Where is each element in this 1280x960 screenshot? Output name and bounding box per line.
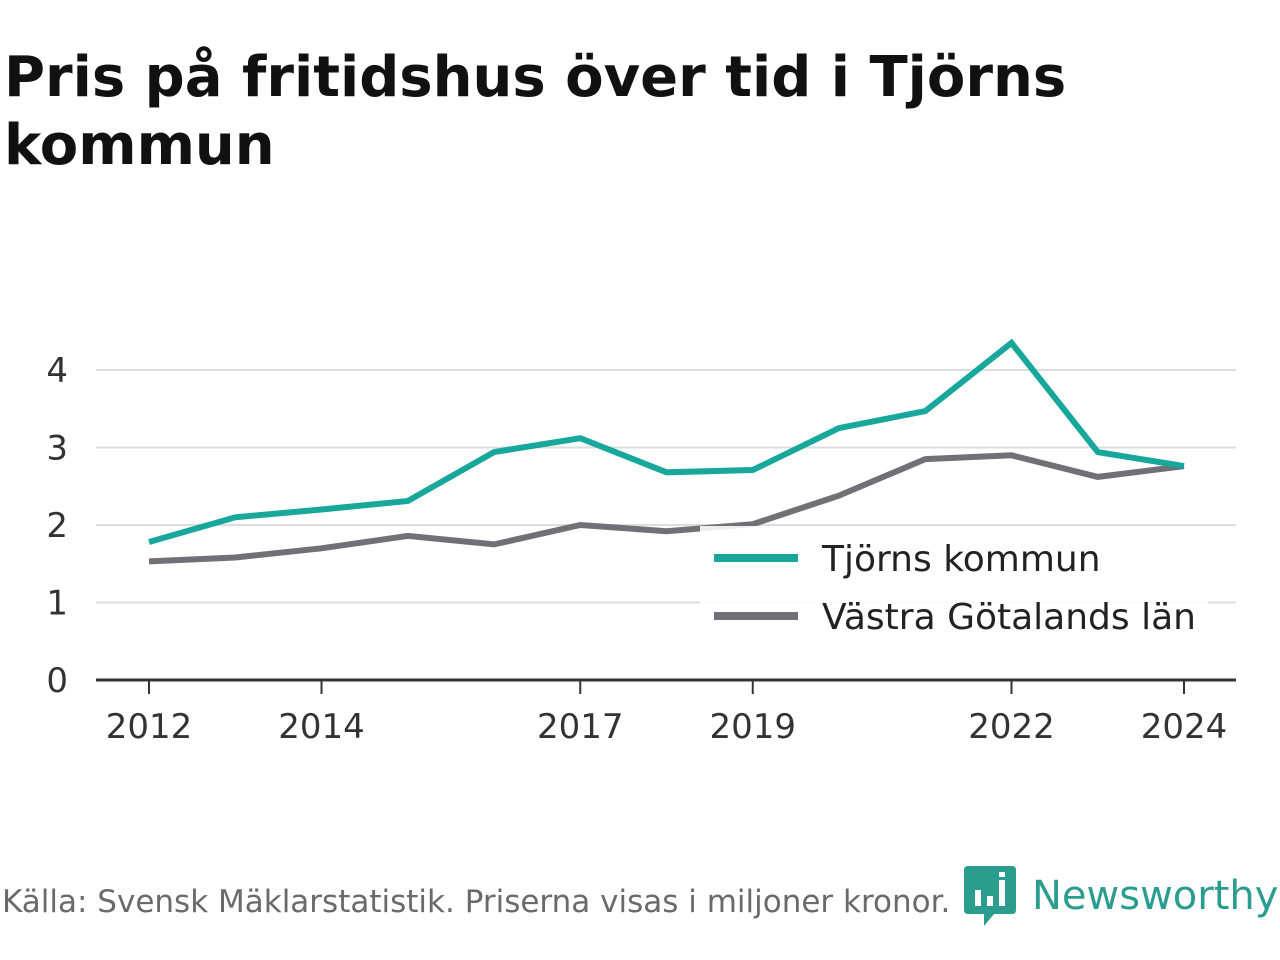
brand-name: Newsworthy xyxy=(1032,873,1279,919)
y-tick-label: 0 xyxy=(46,661,68,701)
x-tick-label: 2024 xyxy=(1141,707,1228,747)
series-line-tjorns-kommun xyxy=(148,338,1185,545)
x-tick-label: 2017 xyxy=(537,707,624,747)
legend-label: Tjörns kommun xyxy=(821,539,1101,580)
legend-background xyxy=(700,526,1208,650)
axes: 0 1 2 3 4 2012 2014 2017 2019 2022 2024 xyxy=(46,351,1236,747)
x-tick-label: 2014 xyxy=(278,707,365,747)
x-tick-label: 2019 xyxy=(709,707,796,747)
legend-label: Västra Götalands län xyxy=(822,597,1196,638)
y-tick-label: 3 xyxy=(46,429,68,469)
y-tick-label: 2 xyxy=(46,506,68,546)
legend: Tjörns kommun Västra Götalands län xyxy=(700,526,1208,650)
y-tick-label: 1 xyxy=(46,584,68,624)
x-tick-label: 2012 xyxy=(106,707,193,747)
y-tick-label: 4 xyxy=(46,351,68,391)
source-note: Källa: Svensk Mäklarstatistik. Priserna … xyxy=(2,884,951,920)
brand-logo: Newsworthy xyxy=(964,866,1278,926)
series-lines xyxy=(148,338,1185,565)
chart-title: Pris på fritidshus över tid i Tjörns kom… xyxy=(4,45,1067,178)
series-line-vastra-gotalands-lan xyxy=(148,452,1185,565)
x-tick-label: 2022 xyxy=(968,707,1055,747)
newsworthy-logo-icon xyxy=(964,866,1016,926)
